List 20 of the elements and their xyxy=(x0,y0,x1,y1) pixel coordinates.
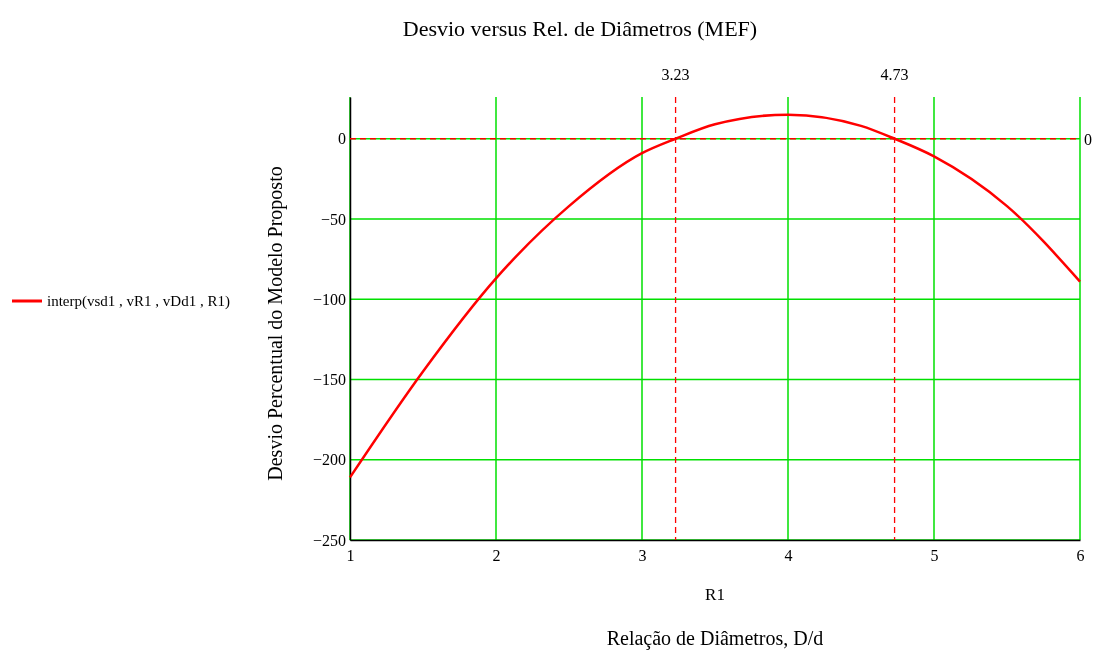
text: Relação de Diâmetros, D/d xyxy=(606,627,824,650)
y-tick-label: −250 xyxy=(312,531,346,549)
x-tick-label: 6 xyxy=(1076,547,1085,565)
x-tick-label: 2 xyxy=(492,547,501,565)
legend-label: interp(vsd1 , vR1 , vDd1 , R1) xyxy=(47,293,230,310)
y-tick-label: −50 xyxy=(320,210,346,228)
ref-line-label: 3.23 xyxy=(661,66,690,83)
chart-title: Desvio versus Rel. de Diâmetros (MEF) xyxy=(402,16,758,41)
y-tick-label: −100 xyxy=(312,290,346,308)
x-tick-label: 3 xyxy=(638,547,647,565)
ref-line-label: 4.73 xyxy=(880,66,909,83)
y-tick-label: −200 xyxy=(312,451,346,469)
y-axis-title: Desvio Percentual do Modelo Proposto xyxy=(264,166,287,481)
y-tick-label: 0 xyxy=(338,130,346,148)
ref-line-label: 0 xyxy=(1084,130,1092,148)
y-tick-label: −150 xyxy=(312,371,346,389)
x-tick-label: 1 xyxy=(346,547,355,565)
x-axis-title: R1 xyxy=(705,585,725,604)
x-tick-label: 4 xyxy=(784,547,793,565)
x-tick-label: 5 xyxy=(930,547,939,565)
